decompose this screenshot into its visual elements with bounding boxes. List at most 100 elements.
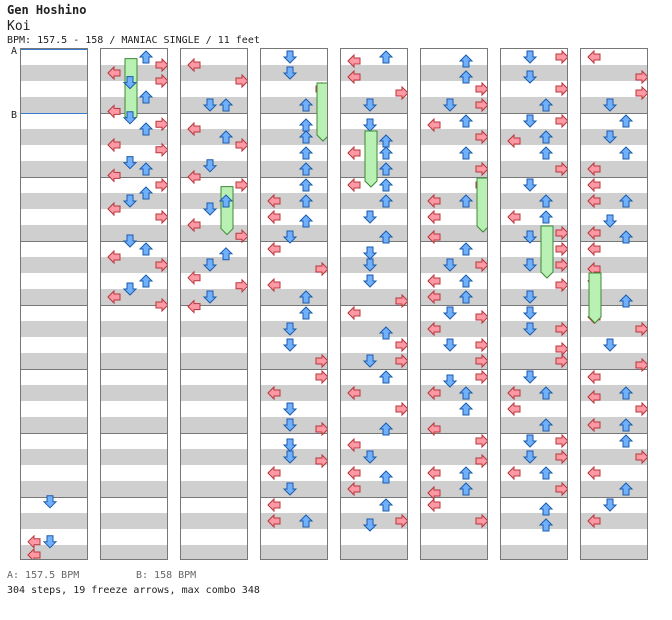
arrow-left-icon (187, 217, 201, 233)
arrow-up-icon (298, 306, 314, 320)
arrow-up-icon (138, 242, 154, 256)
arrow-down-icon (362, 450, 378, 464)
measure-line (181, 497, 247, 498)
bpm-change-line (21, 49, 87, 50)
measure-line (21, 241, 87, 242)
arrow-down-icon (442, 258, 458, 272)
measure-line (181, 433, 247, 434)
arrow-right-icon (475, 97, 487, 113)
arrow-down-icon (282, 482, 298, 496)
measure-line (581, 433, 647, 434)
arrow-up-icon (538, 210, 554, 224)
arrow-right-icon (155, 297, 167, 313)
arrow-left-icon (347, 305, 361, 321)
arrow-up-icon (138, 162, 154, 176)
measure-line (101, 177, 167, 178)
chart-column (420, 48, 488, 560)
arrow-up-icon (538, 386, 554, 400)
arrow-track (107, 50, 167, 313)
arrow-left-icon (507, 133, 521, 149)
arrow-left-icon (347, 481, 361, 497)
freeze-arrow-icon (316, 82, 327, 142)
arrow-down-icon (522, 258, 538, 272)
arrow-up-icon (538, 418, 554, 432)
arrow-left-icon (347, 177, 361, 193)
arrow-down-icon (362, 354, 378, 368)
arrow-down-icon (522, 230, 538, 244)
arrow-left-icon (187, 169, 201, 185)
arrow-left-icon (587, 241, 601, 257)
measure-line (181, 177, 247, 178)
arrow-up-icon (378, 162, 394, 176)
arrow-down-icon (602, 130, 618, 144)
arrow-up-icon (458, 386, 474, 400)
bpm-marker-letter: B (11, 110, 18, 121)
arrow-down-icon (282, 322, 298, 336)
chart-column (20, 48, 88, 560)
arrow-up-icon (298, 162, 314, 176)
chart-column (100, 48, 168, 560)
arrow-down-icon (522, 322, 538, 336)
arrow-left-icon (427, 497, 441, 513)
arrow-right-icon (475, 257, 487, 273)
measure-line (21, 497, 87, 498)
arrow-left-icon (347, 69, 361, 85)
arrow-right-icon (555, 161, 567, 177)
measure-line (501, 369, 567, 370)
arrow-right-icon (635, 69, 647, 85)
arrow-right-icon (315, 261, 327, 277)
arrow-up-icon (538, 130, 554, 144)
measure-line (581, 113, 647, 114)
arrow-up-icon (458, 290, 474, 304)
arrow-left-icon (427, 193, 441, 209)
arrow-down-icon (282, 338, 298, 352)
arrow-up-icon (378, 498, 394, 512)
arrow-left-icon (507, 465, 521, 481)
arrow-left-icon (187, 270, 201, 286)
measure-line (181, 241, 247, 242)
arrow-down-icon (42, 495, 58, 509)
arrow-left-icon (427, 385, 441, 401)
freeze-arrow-icon (540, 225, 554, 279)
arrow-left-icon (427, 209, 441, 225)
measure-line (261, 305, 327, 306)
arrow-right-icon (555, 241, 567, 257)
arrow-left-icon (587, 389, 601, 405)
arrow-left-icon (347, 385, 361, 401)
arrow-left-icon (267, 385, 281, 401)
freeze-arrow-icon (588, 272, 602, 324)
arrow-left-icon (107, 137, 121, 153)
arrow-up-icon (618, 146, 634, 160)
arrow-down-icon (522, 434, 538, 448)
arrow-down-icon (522, 50, 538, 64)
arrow-right-icon (395, 293, 407, 309)
arrow-right-icon (555, 113, 567, 129)
arrow-down-icon (442, 98, 458, 112)
arrow-left-icon (267, 193, 281, 209)
arrow-down-icon (122, 282, 138, 296)
arrow-left-icon (587, 513, 601, 529)
arrow-up-icon (458, 466, 474, 480)
arrow-track (587, 49, 647, 529)
arrow-right-icon (555, 257, 567, 273)
measure-line (261, 113, 327, 114)
arrow-up-icon (538, 98, 554, 112)
arrow-right-icon (155, 209, 167, 225)
measure-line (341, 369, 407, 370)
arrow-left-icon (107, 201, 121, 217)
chart-column (180, 48, 248, 560)
arrow-up-icon (298, 514, 314, 528)
arrow-up-icon (138, 90, 154, 104)
arrow-down-icon (362, 274, 378, 288)
measure-line (421, 497, 487, 498)
arrow-down-icon (602, 338, 618, 352)
measure-line (261, 433, 327, 434)
arrow-left-icon (507, 385, 521, 401)
arrow-right-icon (555, 277, 567, 293)
arrow-left-icon (347, 465, 361, 481)
arrow-right-icon (395, 401, 407, 417)
arrow-track (187, 57, 247, 314)
measure-line (21, 369, 87, 370)
arrow-down-icon (122, 76, 138, 90)
measure-line (261, 177, 327, 178)
